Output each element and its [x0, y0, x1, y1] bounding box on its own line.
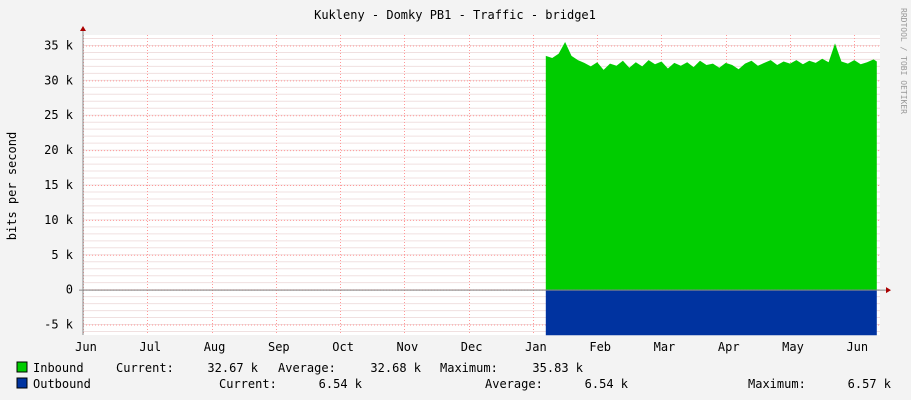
x-tick-label: Sep — [268, 340, 290, 354]
y-tick-label: 35 k — [44, 38, 74, 52]
x-tick-label: Jan — [525, 340, 547, 354]
x-tick-label: Aug — [204, 340, 226, 354]
y-tick-label: 15 k — [44, 178, 74, 192]
legend-maximum-label-inbound: Maximum: — [440, 361, 498, 375]
y-axis-arrow — [80, 26, 86, 31]
chart-title: Kukleny - Domky PB1 - Traffic - bridge1 — [314, 8, 596, 22]
y-tick-labels: -5 k 0 5 k 10 k 15 k 20 k 25 k 30 k 35 k — [44, 38, 74, 331]
y-tick-label: 20 k — [44, 143, 74, 157]
x-tick-label: Dec — [461, 340, 483, 354]
legend-swatch-outbound — [16, 377, 28, 389]
legend-maximum-inbound: 35.83 k — [532, 361, 583, 375]
x-tick-labels: Jun Jul Aug Sep Oct Nov Dec Jan Feb Mar Apr May Jun — [75, 340, 868, 354]
legend-current-label-outbound: Current: — [219, 377, 277, 391]
legend-maximum-label-outbound: Maximum: — [748, 377, 806, 391]
legend-current-outbound: 6.54 k — [319, 377, 363, 391]
y-tick-label: 5 k — [51, 248, 73, 262]
legend-swatch-inbound — [16, 361, 28, 373]
watermark: RRDTOOL / TOBI OETIKER — [899, 8, 908, 114]
legend-average-label-outbound: Average: — [485, 377, 543, 391]
x-tick-label: Oct — [332, 340, 354, 354]
y-tick-label: 10 k — [44, 213, 74, 227]
x-axis-arrow — [886, 287, 891, 294]
legend-current-label-inbound: Current: — [116, 361, 174, 375]
x-tick-label: Feb — [589, 340, 611, 354]
legend-current-inbound: 32.67 k — [207, 361, 258, 375]
y-tick-label: 0 — [66, 283, 73, 297]
y-tick-label: 30 k — [44, 73, 74, 87]
legend-average-outbound: 6.54 k — [585, 377, 629, 391]
legend: Inbound Current: 32.67 k Average: 32.68 … — [16, 361, 892, 391]
legend-name-inbound: Inbound — [33, 361, 84, 375]
x-tick-label: Nov — [397, 340, 419, 354]
area-inbound — [545, 42, 877, 290]
x-tick-label: Jul — [139, 340, 161, 354]
legend-row-outbound: Outbound Current: 6.54 k Average: 6.54 k… — [16, 377, 892, 391]
x-tick-label: Mar — [654, 340, 676, 354]
area-outbound — [545, 289, 877, 336]
x-tick-label: May — [782, 340, 804, 354]
legend-name-outbound: Outbound — [33, 377, 91, 391]
x-tick-label: Jun — [846, 340, 868, 354]
x-tick-label: Apr — [718, 340, 740, 354]
legend-maximum-outbound: 6.57 k — [848, 377, 892, 391]
axes — [79, 26, 891, 335]
y-axis-label: bits per second — [5, 132, 19, 240]
x-tick-label: Jun — [75, 340, 97, 354]
legend-average-label-inbound: Average: — [278, 361, 336, 375]
legend-row-inbound: Inbound Current: 32.67 k Average: 32.68 … — [16, 361, 584, 375]
y-tick-label: -5 k — [44, 318, 74, 332]
legend-average-inbound: 32.68 k — [370, 361, 421, 375]
data-areas — [545, 42, 877, 336]
y-tick-label: 25 k — [44, 108, 74, 122]
